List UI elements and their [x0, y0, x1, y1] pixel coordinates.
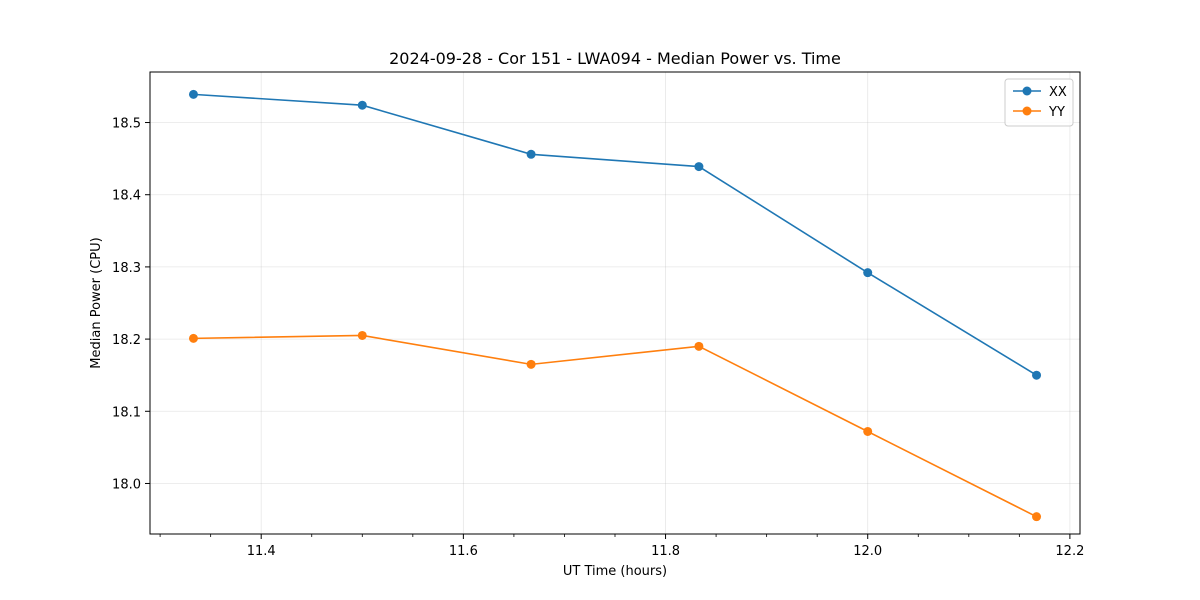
x-axis-label: UT Time (hours) — [563, 564, 667, 579]
data-point-yy — [188, 333, 198, 343]
data-point-yy — [863, 426, 873, 436]
legend-marker — [1022, 106, 1032, 116]
series-line-xx — [193, 93, 1037, 376]
y-tick-label: 18.2 — [112, 333, 141, 348]
data-point-xx — [526, 149, 536, 159]
plot-frame — [149, 71, 1081, 535]
x-tick-label: 12.2 — [1055, 544, 1084, 559]
x-tick-label: 11.6 — [449, 544, 478, 559]
y-tick-label: 18.0 — [112, 477, 141, 492]
legend-marker — [1022, 86, 1032, 96]
y-tick-label: 18.1 — [112, 405, 141, 420]
data-point-xx — [1032, 370, 1042, 380]
y-axis-label: Median Power (CPU) — [89, 237, 104, 368]
data-point-yy — [1032, 512, 1042, 522]
data-point-xx — [863, 268, 873, 278]
data-point-xx — [694, 162, 704, 172]
chart-title: 2024-09-28 - Cor 151 - LWA094 - Median P… — [389, 49, 841, 68]
grid-layer — [150, 72, 1080, 534]
data-point-yy — [694, 341, 704, 351]
legend-label: XX — [1049, 85, 1067, 100]
y-tick-label: 18.4 — [112, 189, 141, 204]
data-point-yy — [357, 330, 367, 340]
y-tick-label: 18.3 — [112, 261, 141, 276]
y-tick-label: 18.5 — [112, 117, 141, 132]
legend: XX YY — [1004, 78, 1074, 127]
series-layer — [188, 89, 1042, 522]
x-tick-label: 11.8 — [651, 544, 680, 559]
data-point-xx — [188, 89, 198, 99]
data-point-xx — [357, 100, 367, 110]
data-point-yy — [526, 359, 536, 369]
series-line-yy — [193, 334, 1037, 518]
ticks-layer: 11.4 11.6 11.8 12.0 12.2 18.0 18.1 18.2 18.3 18.4… — [112, 117, 1084, 559]
x-tick-label: 12.0 — [853, 544, 882, 559]
x-tick-label: 11.4 — [247, 544, 276, 559]
legend-label: YY — [1048, 105, 1065, 120]
